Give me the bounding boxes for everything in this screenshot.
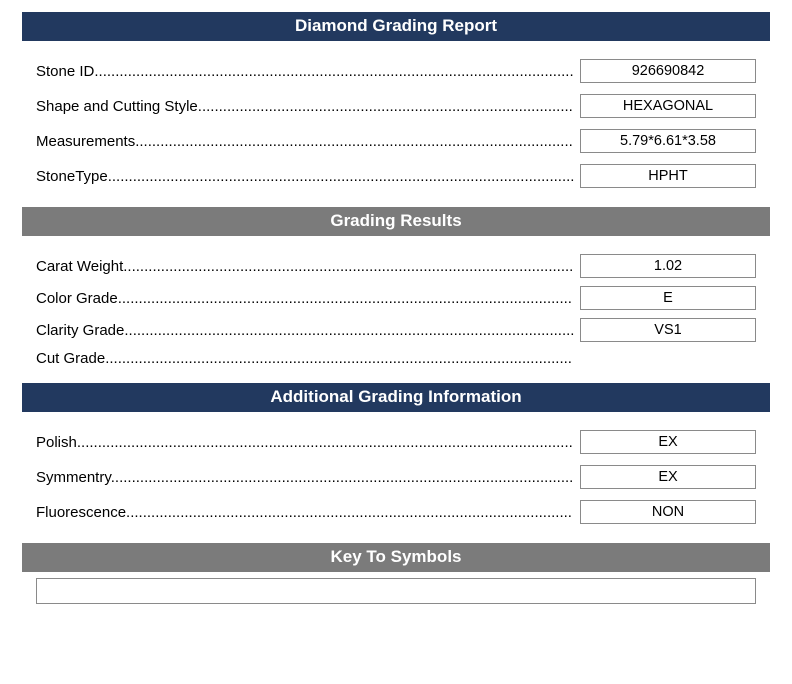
header-title: Diamond Grading Report bbox=[295, 16, 497, 35]
field-label: Cut Grade bbox=[36, 350, 105, 367]
symbols-title: Key To Symbols bbox=[331, 547, 462, 566]
field-row: Color Grade.............................… bbox=[36, 286, 756, 310]
field-label-cell: Stone ID................................… bbox=[36, 63, 576, 80]
field-value-box: HPHT bbox=[580, 164, 756, 188]
dot-leader: ........................................… bbox=[135, 133, 573, 150]
field-row: Carat Weight............................… bbox=[36, 254, 756, 278]
dot-leader: ........................................… bbox=[126, 504, 572, 521]
field-label-cell: Clarity Grade...........................… bbox=[36, 322, 576, 339]
field-value: VS1 bbox=[654, 322, 681, 338]
field-label-cell: Fluorescence............................… bbox=[36, 504, 576, 521]
field-row: Fluorescence............................… bbox=[36, 500, 756, 524]
field-value-box: VS1 bbox=[580, 318, 756, 342]
field-value-box: EX bbox=[580, 465, 756, 489]
field-row: Shape and Cutting Style.................… bbox=[36, 94, 756, 118]
additional-bar: Additional Grading Information bbox=[22, 383, 770, 412]
dot-leader: ........................................… bbox=[94, 63, 573, 80]
field-row: Clarity Grade...........................… bbox=[36, 318, 756, 342]
field-value: EX bbox=[658, 469, 677, 485]
field-label-cell: Color Grade.............................… bbox=[36, 290, 576, 307]
field-label: Carat Weight bbox=[36, 258, 123, 275]
field-label: Symmentry bbox=[36, 469, 111, 486]
field-label: Stone ID bbox=[36, 63, 94, 80]
dot-leader: ........................................… bbox=[118, 290, 572, 307]
field-label-cell: Symmentry...............................… bbox=[36, 469, 576, 486]
symbols-bar: Key To Symbols bbox=[22, 543, 770, 572]
dot-leader: ........................................… bbox=[108, 168, 575, 185]
field-label: Fluorescence bbox=[36, 504, 126, 521]
field-value: E bbox=[663, 290, 673, 306]
field-value: 926690842 bbox=[632, 63, 705, 79]
field-label: Polish bbox=[36, 434, 77, 451]
dot-leader: ........................................… bbox=[124, 322, 574, 339]
field-value: 1.02 bbox=[654, 258, 682, 274]
field-label-cell: Cut Grade...............................… bbox=[36, 350, 576, 367]
field-row: Measurements............................… bbox=[36, 129, 756, 153]
field-value-box: 5.79*6.61*3.58 bbox=[580, 129, 756, 153]
dot-leader: ........................................… bbox=[123, 258, 573, 275]
field-value-box: NON bbox=[580, 500, 756, 524]
field-label: Color Grade bbox=[36, 290, 118, 307]
field-value: HPHT bbox=[648, 168, 687, 184]
header-bar: Diamond Grading Report bbox=[22, 12, 770, 41]
report-page: Diamond Grading Report Stone ID.........… bbox=[0, 0, 792, 604]
field-label-cell: Carat Weight............................… bbox=[36, 258, 576, 275]
dot-leader: ........................................… bbox=[105, 350, 572, 367]
field-row: Cut Grade...............................… bbox=[36, 350, 756, 367]
field-value: EX bbox=[658, 434, 677, 450]
field-label: Shape and Cutting Style bbox=[36, 98, 198, 115]
field-label-cell: StoneType...............................… bbox=[36, 168, 576, 185]
additional-title: Additional Grading Information bbox=[270, 387, 521, 406]
field-row: Symmentry...............................… bbox=[36, 465, 756, 489]
field-label: Clarity Grade bbox=[36, 322, 124, 339]
field-value-box: EX bbox=[580, 430, 756, 454]
field-value-box: 1.02 bbox=[580, 254, 756, 278]
field-label-cell: Polish..................................… bbox=[36, 434, 576, 451]
dot-leader: ........................................… bbox=[198, 98, 573, 115]
field-value-box: 926690842 bbox=[580, 59, 756, 83]
field-row: Stone ID................................… bbox=[36, 59, 756, 83]
grading-title: Grading Results bbox=[330, 211, 461, 230]
additional-fields: Polish..................................… bbox=[22, 412, 770, 543]
field-value-box: HEXAGONAL bbox=[580, 94, 756, 118]
field-row: Polish..................................… bbox=[36, 430, 756, 454]
grading-bar: Grading Results bbox=[22, 207, 770, 236]
grading-fields: Carat Weight............................… bbox=[22, 236, 770, 383]
dot-leader: ........................................… bbox=[77, 434, 573, 451]
header-fields: Stone ID................................… bbox=[22, 41, 770, 207]
field-value: HEXAGONAL bbox=[623, 98, 713, 114]
field-label-cell: Shape and Cutting Style.................… bbox=[36, 98, 576, 115]
field-label-cell: Measurements............................… bbox=[36, 133, 576, 150]
dot-leader: ........................................… bbox=[111, 469, 574, 486]
field-value: NON bbox=[652, 504, 684, 520]
field-value: 5.79*6.61*3.58 bbox=[620, 133, 716, 149]
symbols-box bbox=[36, 578, 756, 604]
field-label: StoneType bbox=[36, 168, 108, 185]
field-label: Measurements bbox=[36, 133, 135, 150]
field-row: StoneType...............................… bbox=[36, 164, 756, 188]
field-value-box: E bbox=[580, 286, 756, 310]
